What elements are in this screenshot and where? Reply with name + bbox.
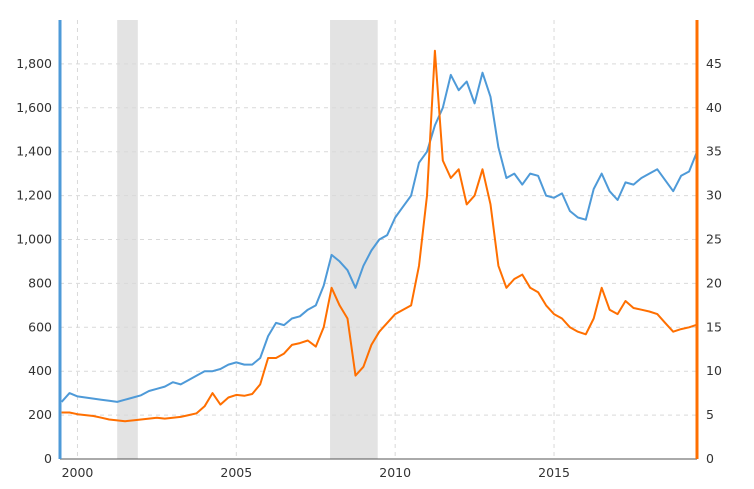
left-y-tick-label: 600 [28, 319, 52, 334]
left-y-tick-label: 200 [28, 407, 52, 422]
left-y-tick-label: 1,000 [16, 232, 52, 247]
left-y-tick-label: 400 [28, 363, 52, 378]
recession-band-1 [330, 20, 378, 459]
x-tick-label: 2000 [62, 465, 94, 480]
left-y-tick-label: 0 [44, 451, 52, 466]
left-y-tick-label: 1,400 [16, 144, 52, 159]
x-tick-label: 2010 [379, 465, 411, 480]
left-y-tick-labels: 0 200 400 600 800 1,000 1,200 1,400 1,600 1,800 [16, 56, 52, 466]
right-y-tick-label: 25 [706, 232, 722, 247]
right-y-tick-label: 20 [706, 275, 722, 290]
recession-bands [117, 20, 378, 459]
right-y-tick-label: 5 [706, 407, 714, 422]
x-tick-labels: 2000 2005 2010 2015 [62, 465, 570, 480]
right-y-tick-label: 40 [706, 100, 722, 115]
right-y-tick-label: 10 [706, 363, 722, 378]
left-y-tick-label: 1,600 [16, 100, 52, 115]
left-y-tick-label: 800 [28, 275, 52, 290]
x-tick-label: 2015 [538, 465, 570, 480]
series-line-left-axis [60, 71, 698, 403]
series-lines [60, 49, 698, 423]
right-y-tick-label: 15 [706, 319, 722, 334]
left-y-tick-label: 1,800 [16, 56, 52, 71]
right-y-tick-label: 45 [706, 56, 722, 71]
grid-lines [60, 20, 697, 459]
right-y-tick-label: 30 [706, 188, 722, 203]
left-y-tick-label: 1,200 [16, 188, 52, 203]
right-y-tick-label: 0 [706, 451, 714, 466]
right-y-tick-labels: 0 5 10 15 20 25 30 35 40 45 [706, 56, 722, 466]
series-line-right-axis [61, 49, 698, 423]
x-tick-label: 2005 [220, 465, 252, 480]
right-y-tick-label: 35 [706, 144, 722, 159]
